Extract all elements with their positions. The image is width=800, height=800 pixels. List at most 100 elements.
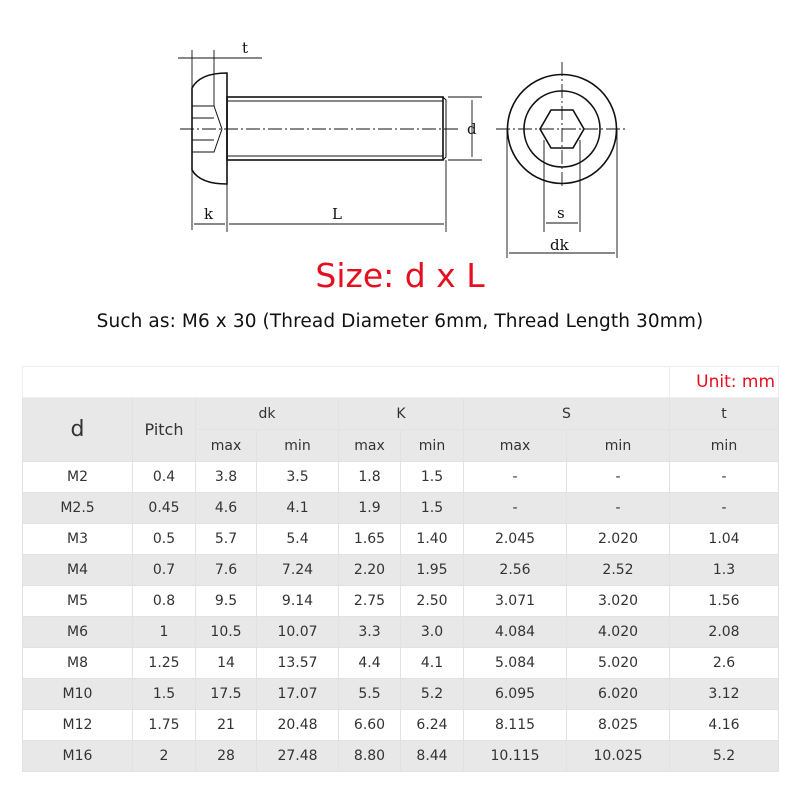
- table-cell: 10.07: [256, 616, 339, 648]
- label-dk: dk: [550, 236, 570, 254]
- table-cell: -: [669, 492, 779, 524]
- table-cell: 28: [195, 740, 257, 772]
- table-cell: -: [463, 461, 567, 493]
- table-row: M16 2 28 27.48 8.80 8.44 10.115 10.025 5.2: [22, 740, 779, 772]
- table-row: M2.5 0.45 4.6 4.1 1.9 1.5- - -: [22, 492, 779, 524]
- table-cell: 3.3: [338, 616, 401, 648]
- table-row: M8 1.25 14 13.57 4.4 4.1 5.084 5.020 2.6: [22, 647, 779, 679]
- table-cell: 0.7: [132, 554, 196, 586]
- table-cell: 3.071: [463, 585, 567, 617]
- table-cell: 4.1: [400, 647, 464, 679]
- table-cell: 2.045: [463, 523, 567, 555]
- table-cell: 9.5: [195, 585, 257, 617]
- label-k: k: [204, 205, 214, 223]
- table-cell: 17.07: [256, 678, 339, 710]
- table-cell: 2.020: [566, 523, 670, 555]
- table-cell: 3.8: [195, 461, 257, 493]
- label-L: L: [332, 205, 342, 223]
- hex-socket-side: [192, 105, 223, 153]
- table-cell: 1.04: [669, 523, 779, 555]
- table-cell: 6.095: [463, 678, 567, 710]
- table-cell: 6.60: [338, 709, 401, 741]
- table-cell: 10.025: [566, 740, 670, 772]
- table-cell: 2.6: [669, 647, 779, 679]
- table-cell: 0.5: [132, 523, 196, 555]
- header-pitch: Pitch: [132, 397, 196, 462]
- table-row: M12 1.75 21 20.48 6.60 6.24 8.115 8.025 4.16: [22, 709, 779, 741]
- label-s: s: [557, 204, 565, 222]
- table-cell: 8.115: [463, 709, 567, 741]
- table-cell: M12: [22, 709, 133, 741]
- table-cell: 1.8: [338, 461, 401, 493]
- table-cell: 4.16: [669, 709, 779, 741]
- table-cell: 5.084: [463, 647, 567, 679]
- table-cell: M16: [22, 740, 133, 772]
- table-cell: 3.5: [256, 461, 339, 493]
- table-cell: 4.6: [195, 492, 257, 524]
- label-t: t: [242, 39, 248, 57]
- table-cell: 9.14: [256, 585, 339, 617]
- table-cell: 5.4: [256, 523, 339, 555]
- table-cell: 1.5: [400, 492, 464, 524]
- table-cell: 4.4: [338, 647, 401, 679]
- table-cell: 1.65: [338, 523, 401, 555]
- table-cell: 13.57: [256, 647, 339, 679]
- table-cell: 8.025: [566, 709, 670, 741]
- dimension-lines: [178, 50, 628, 258]
- table-cell: 1: [132, 616, 196, 648]
- header-s: S: [463, 397, 670, 430]
- header-dk: dk: [195, 397, 339, 430]
- table-cell: 1.75: [132, 709, 196, 741]
- table-cell: -: [463, 492, 567, 524]
- table-cell: 2: [132, 740, 196, 772]
- table-cell: 1.56: [669, 585, 779, 617]
- table-cell: 1.5: [400, 461, 464, 493]
- header-d: d: [22, 397, 133, 462]
- table-cell: 10.5: [195, 616, 257, 648]
- table-row: M4 0.7 7.6 7.24 2.20 1.95 2.56 2.52 1.3: [22, 554, 779, 586]
- table-row: M10 1.5 17.5 17.07 5.5 5.2 6.095 6.020 3.12: [22, 678, 779, 710]
- table-cell: 21: [195, 709, 257, 741]
- table-cell: 1.40: [400, 523, 464, 555]
- head-outer-circle: [506, 73, 618, 185]
- table-cell: 4.084: [463, 616, 567, 648]
- table-cell: 2.08: [669, 616, 779, 648]
- table-cell: 14: [195, 647, 257, 679]
- table-cell: M5: [22, 585, 133, 617]
- table-cell: 17.5: [195, 678, 257, 710]
- table-cell: 3.0: [400, 616, 464, 648]
- table-cell: 8.80: [338, 740, 401, 772]
- table-cell: 2.50: [400, 585, 464, 617]
- table-cell: 2.52: [566, 554, 670, 586]
- table-cell: 8.44: [400, 740, 464, 772]
- table-cell: 1.5: [132, 678, 196, 710]
- table-cell: 3.020: [566, 585, 670, 617]
- table-cell: M6: [22, 616, 133, 648]
- subheader: min: [256, 429, 339, 462]
- subheader: max: [338, 429, 401, 462]
- subheader: min: [669, 429, 779, 462]
- subheader: max: [463, 429, 567, 462]
- screw-technical-drawing: t d k L s dk: [178, 39, 628, 258]
- table-cell: 5.7: [195, 523, 257, 555]
- table-cell: M4: [22, 554, 133, 586]
- table-cell: 0.45: [132, 492, 196, 524]
- table-cell: 5.2: [400, 678, 464, 710]
- hex-socket-icon: [539, 109, 585, 149]
- table-cell: 20.48: [256, 709, 339, 741]
- table-cell: 5.5: [338, 678, 401, 710]
- table-cell: 27.48: [256, 740, 339, 772]
- header-k: K: [338, 397, 464, 430]
- table-row: M5 0.8 9.5 9.14 2.75 2.50 3.071 3.020 1.56: [22, 585, 779, 617]
- table-cell: 0.8: [132, 585, 196, 617]
- table-cell: M8: [22, 647, 133, 679]
- table-cell: 3.12: [669, 678, 779, 710]
- head-inner-circle: [523, 90, 601, 168]
- side-view: [191, 72, 447, 185]
- table-cell: 5.2: [669, 740, 779, 772]
- label-d: d: [467, 120, 477, 138]
- table-cell: M10: [22, 678, 133, 710]
- table-cell: 4.1: [256, 492, 339, 524]
- table-cell: 2.20: [338, 554, 401, 586]
- table-cell: 0.4: [132, 461, 196, 493]
